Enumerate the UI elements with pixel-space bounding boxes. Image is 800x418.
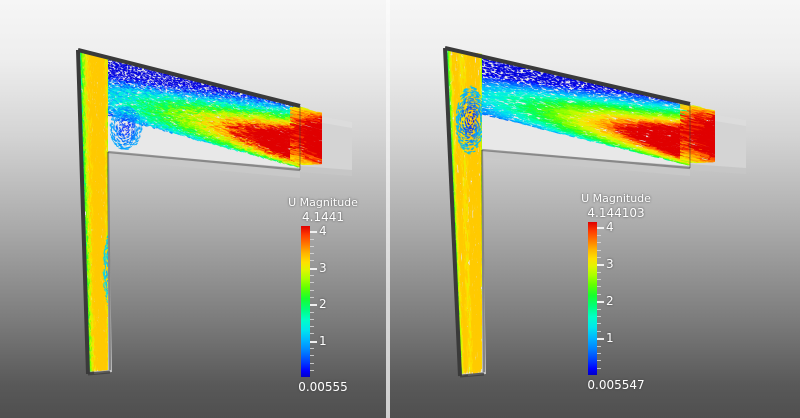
legend-tick-label: 2 [319,297,327,311]
legend-tick-minor [310,289,314,291]
legend-colorbar-wrap: 4 3 2 1 [301,224,327,377]
legend-tick-minor [597,316,601,318]
legend-tick-minor [597,345,601,347]
legend-colorbar-wrap: 4 3 2 1 [588,220,614,375]
legend-tick-minor [597,323,601,325]
legend-tick-minor [310,275,314,277]
panel-divider [386,0,390,418]
legend-tick-label: 4 [606,220,614,234]
legend-tick-minor [310,326,314,328]
legend-tick-major [310,340,317,343]
legend-tick-minor [310,333,314,335]
legend-tick-minor [597,279,601,281]
legend-tick-minor [597,249,601,251]
legend-tick-minor [597,367,601,369]
legend-tick-minor [310,318,314,320]
legend-tick-minor [310,362,314,364]
legend-title: U Magnitude [581,192,651,205]
legend-colorbar [588,222,597,375]
right-vector-field-svg [443,46,746,378]
legend-tick-minor [597,271,601,273]
left-panel-scene [0,0,386,418]
legend-min-value: 0.00555 [298,380,348,394]
legend-tick-group: 4 3 2 1 [597,220,619,375]
left-duct-wall-edges [76,48,301,376]
left-color-legend: U Magnitude 4.1441 4 3 2 1 0.00555 [283,196,363,394]
legend-tick-minor [597,234,601,236]
legend-tick-minor [597,360,601,362]
right-color-legend: U Magnitude 4.144103 4 3 2 1 0.005547 [570,192,662,392]
legend-tick-minor [310,282,314,284]
legend-tick-label: 3 [319,261,327,275]
legend-tick-label: 1 [319,334,327,348]
legend-tick-label: 3 [606,257,614,271]
legend-tick-major [310,231,317,234]
legend-tick-major [597,264,604,267]
legend-tick-minor [597,353,601,355]
right-nozzle-jet [680,102,715,164]
right-duct-wall-edges [443,46,691,378]
legend-tick-minor [310,253,314,255]
left-horizontal-limb-field [78,50,300,168]
legend-tick-major [597,227,604,230]
legend-tick-label: 4 [319,224,327,238]
left-vector-field-svg [76,48,352,376]
legend-tick-minor [597,286,601,288]
legend-tick-major [597,338,604,341]
legend-tick-minor [310,245,314,247]
right-panel-scene [390,0,800,418]
legend-tick-group: 4 3 2 1 [310,224,332,377]
legend-min-value: 0.005547 [587,378,644,392]
legend-tick-minor [310,296,314,298]
left-nozzle-jet [290,104,322,166]
legend-tick-minor [597,330,601,332]
left-panel: U Magnitude 4.1441 4 3 2 1 0.00555 [0,0,386,418]
legend-tick-minor [310,238,314,240]
legend-tick-major [310,267,317,270]
legend-tick-minor [597,242,601,244]
legend-tick-minor [310,369,314,371]
legend-tick-minor [310,311,314,313]
legend-tick-label: 1 [606,331,614,345]
legend-tick-minor [597,308,601,310]
legend-max-value: 4.1441 [302,210,344,224]
legend-tick-major [310,304,317,307]
legend-tick-minor [597,293,601,295]
right-panel: U Magnitude 4.144103 4 3 2 1 0.005547 [390,0,800,418]
legend-tick-label: 2 [606,294,614,308]
legend-tick-minor [597,256,601,258]
legend-title: U Magnitude [288,196,358,209]
left-vertical-limb-field [78,50,108,372]
legend-tick-minor [310,348,314,349]
legend-tick-minor [310,355,314,357]
right-vertical-limb-field [445,48,482,376]
legend-tick-minor [310,260,314,262]
legend-max-value: 4.144103 [587,206,644,220]
legend-colorbar [301,226,310,377]
legend-tick-major [597,301,604,304]
left-inner-corner-face [94,150,300,374]
